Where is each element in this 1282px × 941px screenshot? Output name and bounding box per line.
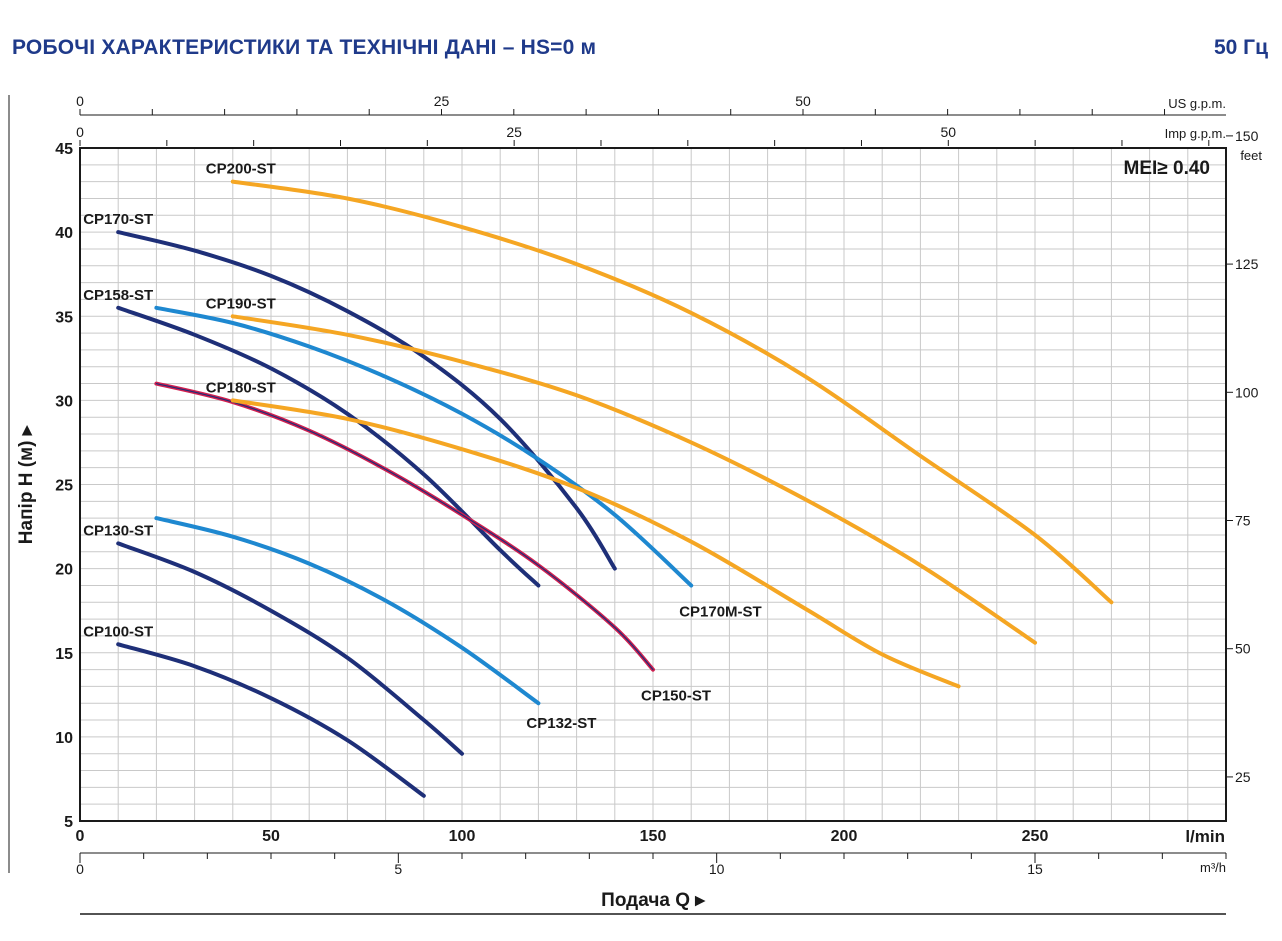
mei-label: MEI≥ 0.40 <box>1124 158 1210 179</box>
series-line-cp130-st <box>116 541 464 756</box>
x-axis-label: Подача Q ▸ <box>601 890 706 911</box>
y-tick-label: 35 <box>55 309 73 326</box>
x-tick-label: 0 <box>76 828 85 845</box>
feet-tick-label: 25 <box>1235 769 1251 785</box>
imp-gpm-tick-label: 0 <box>76 124 84 140</box>
series-label-cp150-st: CP150-ST <box>641 688 711 705</box>
series-labels: CP100-ST CP130-ST CP132-ST CP158-ST CP150-ST… <box>83 161 762 733</box>
series-label-cp190-st: CP190-ST <box>206 295 276 312</box>
imp-gpm-unit-label: Imp g.p.m. <box>1165 126 1226 141</box>
imp-gpm-tick-label: 25 <box>506 124 522 140</box>
series-label-cp132-st: CP132-ST <box>526 715 596 732</box>
series-line-cp190-st <box>230 314 1037 645</box>
series <box>116 179 1114 798</box>
series-line-cp158-st <box>116 305 541 588</box>
y-tick-label: 10 <box>55 730 73 747</box>
series-label-cp130-st: CP130-ST <box>83 522 153 539</box>
series-label-cp170m-st: CP170M-ST <box>679 603 762 620</box>
m3h-tick-label: 10 <box>709 861 725 877</box>
y-tick-label: 5 <box>64 814 73 831</box>
series-line-cp132-st <box>154 516 541 706</box>
y-tick-label: 25 <box>55 478 73 495</box>
plot-frame <box>79 147 1227 822</box>
frequency-label: 50 Гц <box>1213 36 1268 59</box>
feet-tick-label: 125 <box>1235 256 1259 272</box>
series-label-cp200-st: CP200-ST <box>206 161 276 178</box>
x-tick-label: 50 <box>262 828 280 845</box>
y-tick-label: 30 <box>55 393 73 410</box>
y-tick-label: 20 <box>55 562 73 579</box>
series-label-cp170-st: CP170-ST <box>83 211 153 228</box>
feet-unit-label: feet <box>1240 148 1262 163</box>
feet-tick-label: 75 <box>1235 513 1251 529</box>
series-line-cp200-st <box>230 179 1114 605</box>
x-unit-label: l/min <box>1185 827 1225 846</box>
x-tick-label: 150 <box>640 828 667 845</box>
series-line-cp170m-st <box>154 305 694 588</box>
series-line-core-cp150-st <box>155 383 654 671</box>
series-line-cp100-st <box>116 642 426 798</box>
us-gpm-tick-label: 50 <box>795 93 811 109</box>
feet-tick-label: 100 <box>1235 384 1259 400</box>
us-gpm-tick-label: 25 <box>434 93 450 109</box>
page-title: РОБОЧІ ХАРАКТЕРИСТИКИ ТА ТЕХНІЧНІ ДАНІ –… <box>12 36 597 59</box>
y-tick-label: 40 <box>55 225 73 242</box>
series-line-cp170-st <box>116 230 617 571</box>
y-tick-label: 45 <box>55 141 73 158</box>
y-tick-label: 15 <box>55 646 73 663</box>
series-label-cp100-st: CP100-ST <box>83 623 153 640</box>
feet-tick-label: 150 <box>1235 128 1259 144</box>
feet-tick-label: 50 <box>1235 641 1251 657</box>
m3h-unit-label: m³/h <box>1200 860 1226 875</box>
m3h-tick-label: 15 <box>1027 861 1043 877</box>
us-gpm-tick-label: 0 <box>76 93 84 109</box>
x-tick-label: 100 <box>449 828 476 845</box>
x-tick-label: 250 <box>1022 828 1049 845</box>
x-tick-label: 200 <box>831 828 858 845</box>
us-gpm-unit-label: US g.p.m. <box>1168 96 1226 111</box>
series-label-cp180-st: CP180-ST <box>206 379 276 396</box>
grid <box>80 148 1226 821</box>
series-label-cp158-st: CP158-ST <box>83 287 153 304</box>
m3h-tick-label: 0 <box>76 861 84 877</box>
imp-gpm-tick-label: 50 <box>941 124 957 140</box>
m3h-tick-label: 5 <box>394 861 402 877</box>
y-axis-label: Напір H (м) ▸ <box>16 424 37 544</box>
series-line-cp180-st <box>230 398 961 689</box>
